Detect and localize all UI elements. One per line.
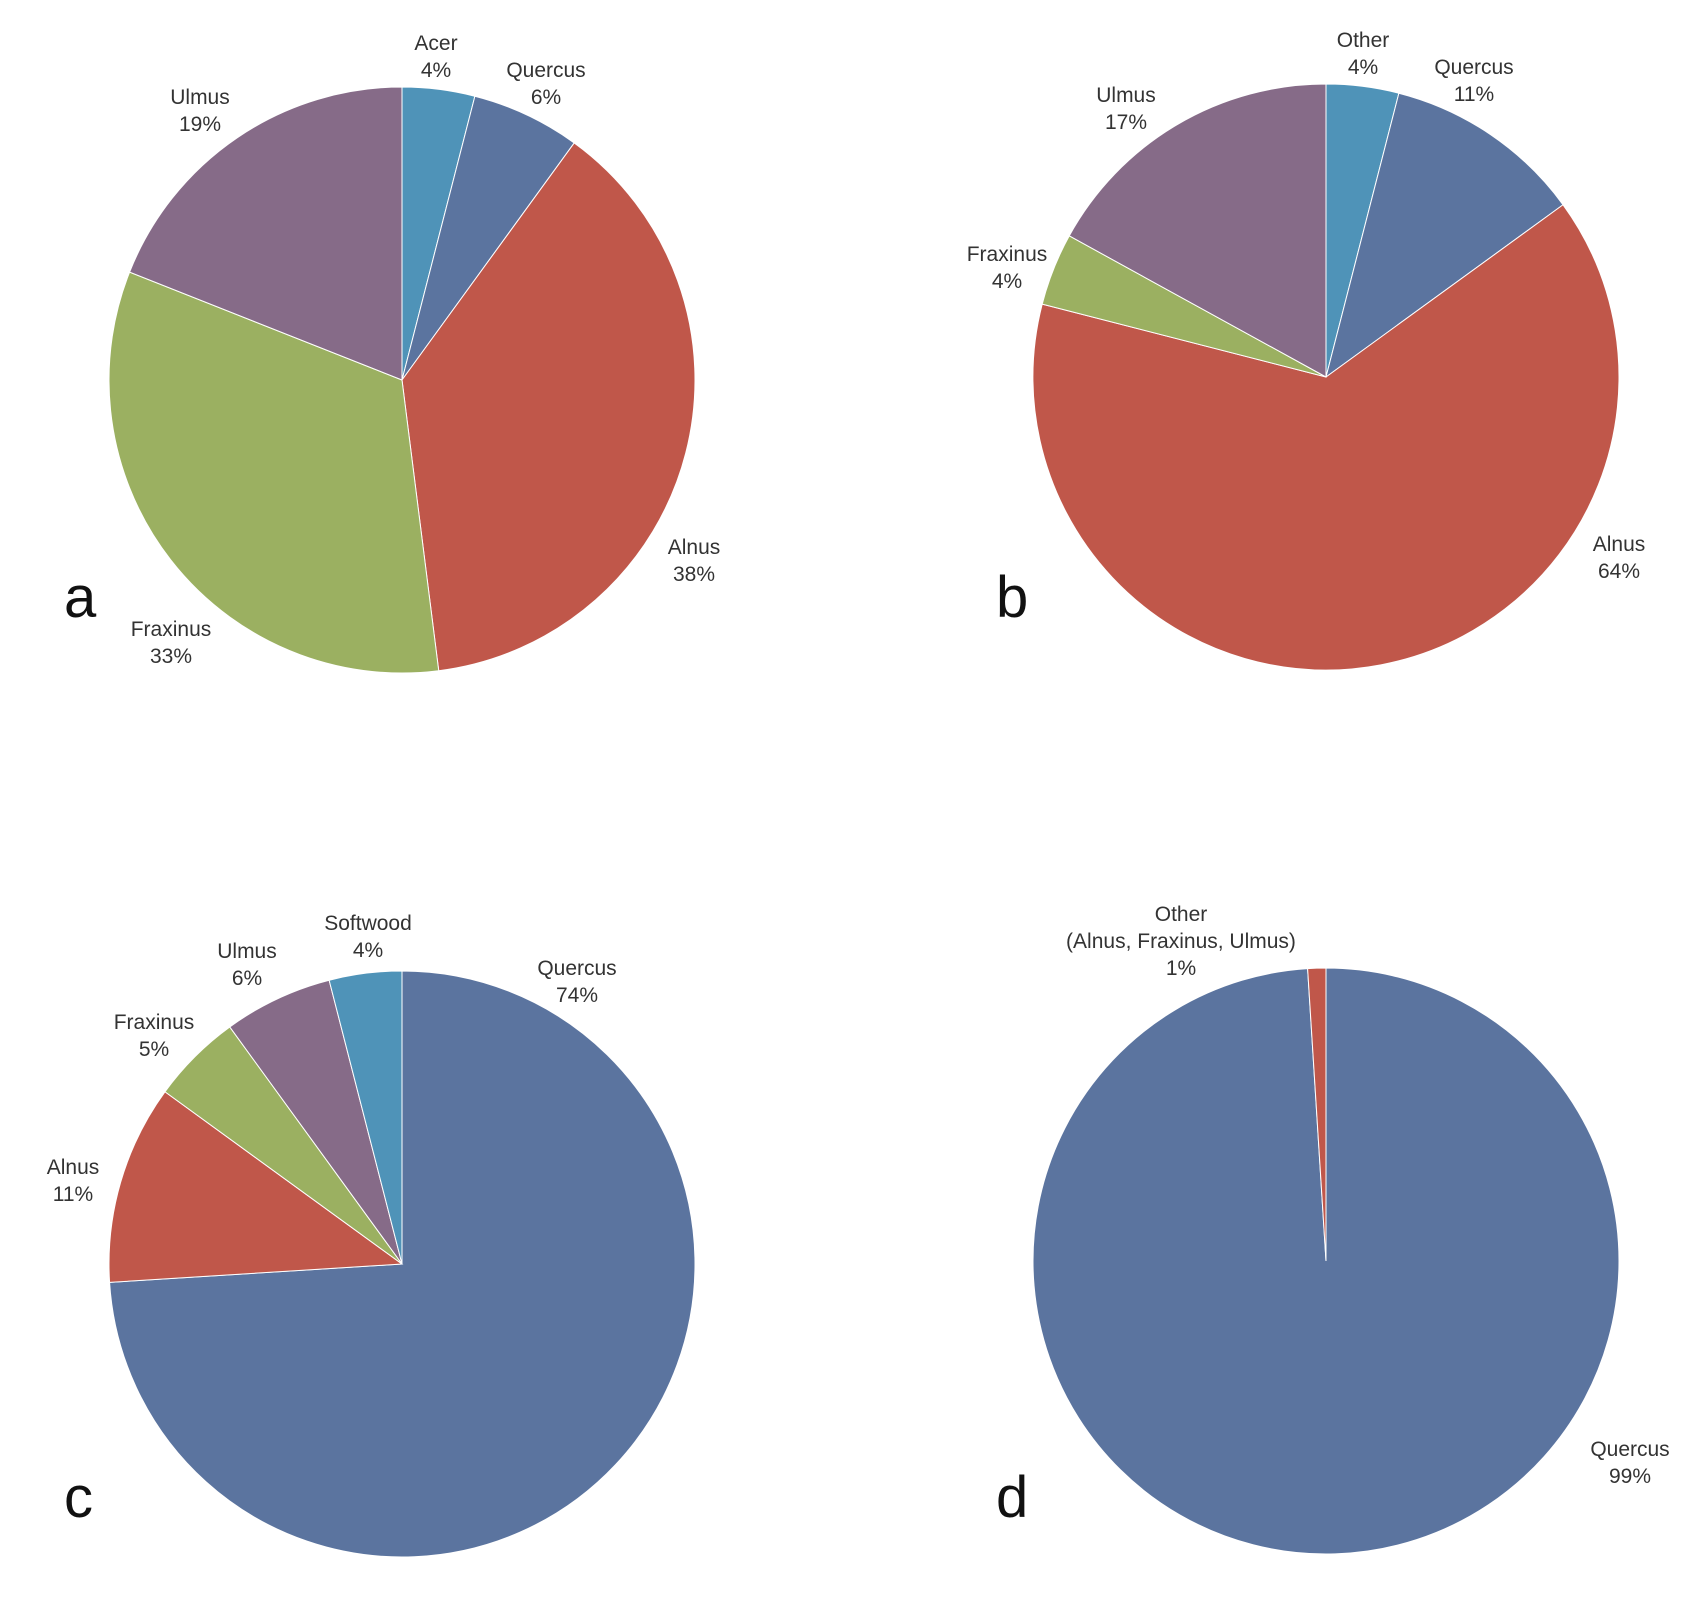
pie-slice-quercus: [1325, 92, 1564, 379]
value-other: 1%: [1166, 957, 1196, 980]
label-alnus: Alnus: [1593, 533, 1646, 556]
value-ulmus: 17%: [1105, 111, 1147, 134]
value-quercus: 99%: [1609, 1465, 1651, 1488]
panel-letter-a: a: [64, 565, 97, 630]
pie-panel-d: d Quercus 99% Other (Alnus, Fraxinus, Ul…: [849, 810, 1698, 1620]
value-fraxinus: 33%: [150, 645, 192, 668]
pie-slice-softwood: [328, 970, 403, 1265]
label-alnus: Alnus: [668, 536, 721, 559]
pie-panel-b: b Other 4% Quercus 11% Alnus 64% Fraxinu…: [849, 0, 1698, 810]
pie-slice-ulmus: [128, 86, 403, 381]
value-alnus: 64%: [1598, 560, 1640, 583]
value-softwood: 4%: [353, 939, 383, 962]
label-fraxinus: Fraxinus: [131, 618, 212, 641]
label-quercus: Quercus: [1590, 1438, 1669, 1461]
panel-letter-d: d: [996, 1465, 1028, 1530]
label-ulmus: Ulmus: [217, 940, 277, 963]
label-fraxinus: Fraxinus: [967, 243, 1048, 266]
label-acer: Acer: [414, 32, 457, 55]
pie-slices-a: [108, 86, 696, 674]
pie-slice-alnus: [401, 142, 696, 672]
pie-chart-a: a Acer 4% Quercus 6% Alnus 38% Fraxinus …: [64, 32, 721, 674]
panel-letter-b: b: [996, 565, 1028, 630]
value-alnus: 38%: [673, 563, 715, 586]
value-alnus: 11%: [53, 1183, 93, 1206]
value-other: 4%: [1348, 56, 1378, 79]
pie-chart-d: d Quercus 99% Other (Alnus, Fraxinus, Ul…: [996, 903, 1670, 1555]
label-fraxinus: Fraxinus: [114, 1011, 195, 1034]
value-quercus: 6%: [531, 86, 561, 109]
label-ulmus: Ulmus: [1096, 84, 1156, 107]
pie-slices-d: [1032, 967, 1620, 1555]
pie-slice-alnus: [1032, 204, 1620, 671]
pie-slice-fraxinus: [108, 271, 440, 674]
value-fraxinus: 5%: [139, 1038, 169, 1061]
value-quercus: 11%: [1454, 83, 1494, 106]
value-acer: 4%: [421, 59, 451, 82]
label-quercus: Quercus: [506, 59, 585, 82]
value-quercus: 74%: [556, 984, 598, 1007]
label-other: Other: [1337, 29, 1390, 52]
label-softwood: Softwood: [324, 912, 412, 935]
pie-slices-c: [108, 970, 696, 1558]
pie-panel-c: c Quercus 74% Alnus 11% Fraxinus 5% Ulmu…: [0, 810, 849, 1620]
pie-slice-ulmus: [1068, 83, 1327, 378]
pie-slice-other: [1307, 967, 1327, 1262]
pie-chart-c: c Quercus 74% Alnus 11% Fraxinus 5% Ulmu…: [47, 912, 696, 1558]
label-alnus: Alnus: [47, 1156, 100, 1179]
pie-chart-b: b Other 4% Quercus 11% Alnus 64% Fraxinu…: [967, 29, 1646, 671]
label-quercus: Quercus: [537, 957, 616, 980]
panel-letter-c: c: [64, 1465, 93, 1530]
value-ulmus: 19%: [179, 113, 221, 136]
label-ulmus: Ulmus: [170, 86, 230, 109]
sublabel-other: (Alnus, Fraxinus, Ulmus): [1066, 930, 1296, 953]
pie-panel-a: a Acer 4% Quercus 6% Alnus 38% Fraxinus …: [0, 0, 849, 810]
pie-slice-alnus: [108, 1091, 404, 1283]
value-fraxinus: 4%: [992, 270, 1022, 293]
label-other: Other: [1155, 903, 1208, 926]
pie-slices-b: [1032, 83, 1620, 671]
value-ulmus: 6%: [232, 967, 262, 990]
label-quercus: Quercus: [1434, 56, 1513, 79]
